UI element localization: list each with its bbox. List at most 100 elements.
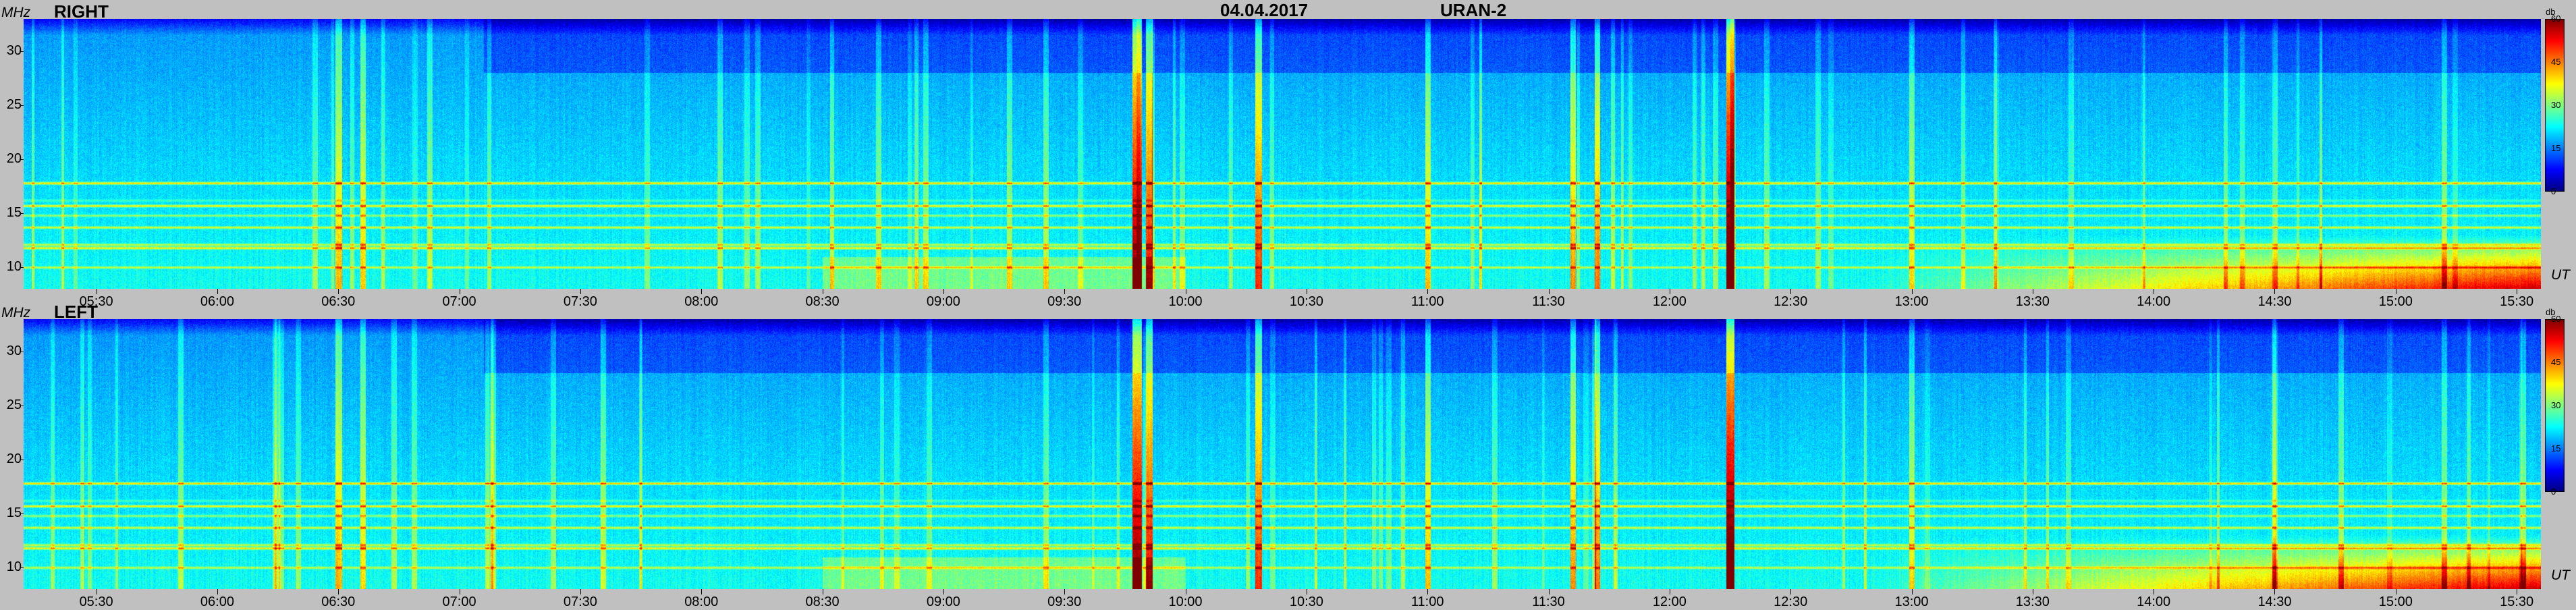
x-tick-mark (1790, 589, 1792, 594)
y-tick-label: 15 (6, 205, 22, 220)
colorbar-tick-label: 60 (2551, 314, 2561, 324)
x-tick-mark (2274, 289, 2276, 294)
colorbar-unit-label: db (2546, 7, 2556, 17)
x-tick-label: 07:30 (563, 294, 597, 309)
y-tick-mark (20, 105, 24, 106)
x-tick-label: 09:00 (926, 294, 960, 309)
y-tick-label: 20 (6, 151, 22, 166)
x-tick-label: 12:30 (1774, 594, 1808, 609)
x-tick-label: 06:30 (321, 294, 356, 309)
colorbar-tick-label: 0 (2551, 487, 2556, 497)
x-tick-label: 14:00 (2137, 594, 2171, 609)
spectrogram-heatmap (24, 19, 2541, 289)
colorbar-tick-label: 30 (2551, 400, 2561, 410)
x-tick-mark (1427, 289, 1429, 294)
observation-date: 04.04.2017 (1220, 0, 1309, 20)
x-tick-label: 15:30 (2500, 594, 2534, 609)
x-tick-label: 05:30 (79, 294, 113, 309)
x-tick-label: 09:30 (1047, 294, 1082, 309)
x-tick-label: 08:00 (684, 294, 719, 309)
x-tick-mark (1911, 589, 1913, 594)
x-tick-mark (338, 589, 339, 594)
colorbar (2545, 19, 2565, 192)
x-tick-label: 07:30 (563, 594, 597, 609)
y-unit-label: MHz (1, 305, 31, 321)
y-tick-label: 10 (6, 259, 22, 274)
x-tick-label: 13:30 (2015, 294, 2050, 309)
x-tick-label: 11:30 (1532, 294, 1565, 309)
x-tick-label: 06:00 (200, 594, 234, 609)
y-tick-label: 25 (6, 97, 22, 112)
x-tick-mark (1911, 289, 1913, 294)
y-tick-mark (20, 159, 24, 160)
x-tick-label: 12:00 (1652, 294, 1687, 309)
x-tick-mark (701, 589, 703, 594)
y-unit-label: MHz (1, 5, 31, 20)
y-tick-label: 20 (6, 451, 22, 466)
y-tick-label: 15 (6, 505, 22, 520)
x-tick-label: 08:30 (805, 294, 840, 309)
x-tick-mark (2274, 589, 2276, 594)
x-tick-mark (701, 289, 703, 294)
colorbar-tick-label: 60 (2551, 13, 2561, 24)
y-tick-mark (20, 51, 24, 52)
x-tick-label: 15:30 (2500, 294, 2534, 309)
colorbar-tick-label: 30 (2551, 100, 2561, 110)
colorbar (2545, 319, 2565, 492)
spectrogram-heatmap (24, 319, 2541, 589)
x-tick-label: 11:00 (1410, 294, 1444, 309)
x-tick-mark (943, 589, 944, 594)
x-tick-label: 11:30 (1532, 594, 1565, 609)
x-tick-label: 10:30 (1289, 294, 1323, 309)
colorbar-tick-label: 15 (2551, 143, 2561, 153)
x-tick-label: 15:00 (2378, 294, 2413, 309)
x-tick-label: 08:00 (684, 594, 719, 609)
x-tick-mark (580, 589, 581, 594)
colorbar-tick-label: 45 (2551, 57, 2561, 67)
x-unit-label: UT (2551, 267, 2570, 283)
colorbar-tick-label: 45 (2551, 357, 2561, 367)
y-tick-mark (20, 267, 24, 268)
y-tick-mark (20, 567, 24, 568)
y-tick-label: 10 (6, 559, 22, 574)
x-tick-mark (1064, 589, 1066, 594)
x-tick-label: 05:30 (79, 594, 113, 609)
x-tick-label: 14:00 (2137, 294, 2171, 309)
x-tick-mark (217, 289, 218, 294)
colorbar-tick-label: 15 (2551, 443, 2561, 453)
x-unit-label: UT (2551, 567, 2570, 583)
x-tick-mark (943, 289, 944, 294)
x-tick-label: 10:00 (1168, 294, 1203, 309)
x-tick-label: 08:30 (805, 594, 840, 609)
x-tick-mark (1548, 589, 1550, 594)
x-tick-mark (1427, 589, 1429, 594)
x-tick-label: 14:30 (2257, 594, 2292, 609)
y-tick-label: 30 (6, 43, 22, 58)
panel-label: LEFT (54, 302, 98, 322)
x-tick-label: 12:00 (1652, 594, 1687, 609)
panel-label: RIGHT (54, 1, 109, 22)
y-tick-mark (20, 213, 24, 214)
y-tick-label: 25 (6, 397, 22, 412)
x-tick-label: 09:30 (1047, 594, 1082, 609)
colorbar-tick-label: 0 (2551, 186, 2556, 196)
x-tick-mark (1790, 289, 1792, 294)
x-tick-label: 10:30 (1289, 594, 1323, 609)
y-tick-label: 30 (6, 343, 22, 358)
x-tick-label: 06:30 (321, 594, 356, 609)
x-tick-label: 07:00 (442, 594, 476, 609)
x-tick-label: 13:00 (1894, 294, 1929, 309)
x-tick-label: 12:30 (1774, 294, 1808, 309)
instrument-name: URAN-2 (1440, 0, 1507, 20)
x-tick-mark (580, 289, 581, 294)
x-tick-mark (1064, 289, 1066, 294)
x-tick-label: 07:00 (442, 294, 476, 309)
x-tick-label: 11:00 (1410, 594, 1444, 609)
x-tick-mark (1548, 289, 1550, 294)
x-tick-label: 10:00 (1168, 594, 1203, 609)
x-tick-mark (338, 289, 339, 294)
x-tick-mark (217, 589, 218, 594)
colorbar-unit-label: db (2546, 307, 2556, 317)
x-tick-label: 15:00 (2378, 594, 2413, 609)
x-tick-label: 13:30 (2015, 594, 2050, 609)
